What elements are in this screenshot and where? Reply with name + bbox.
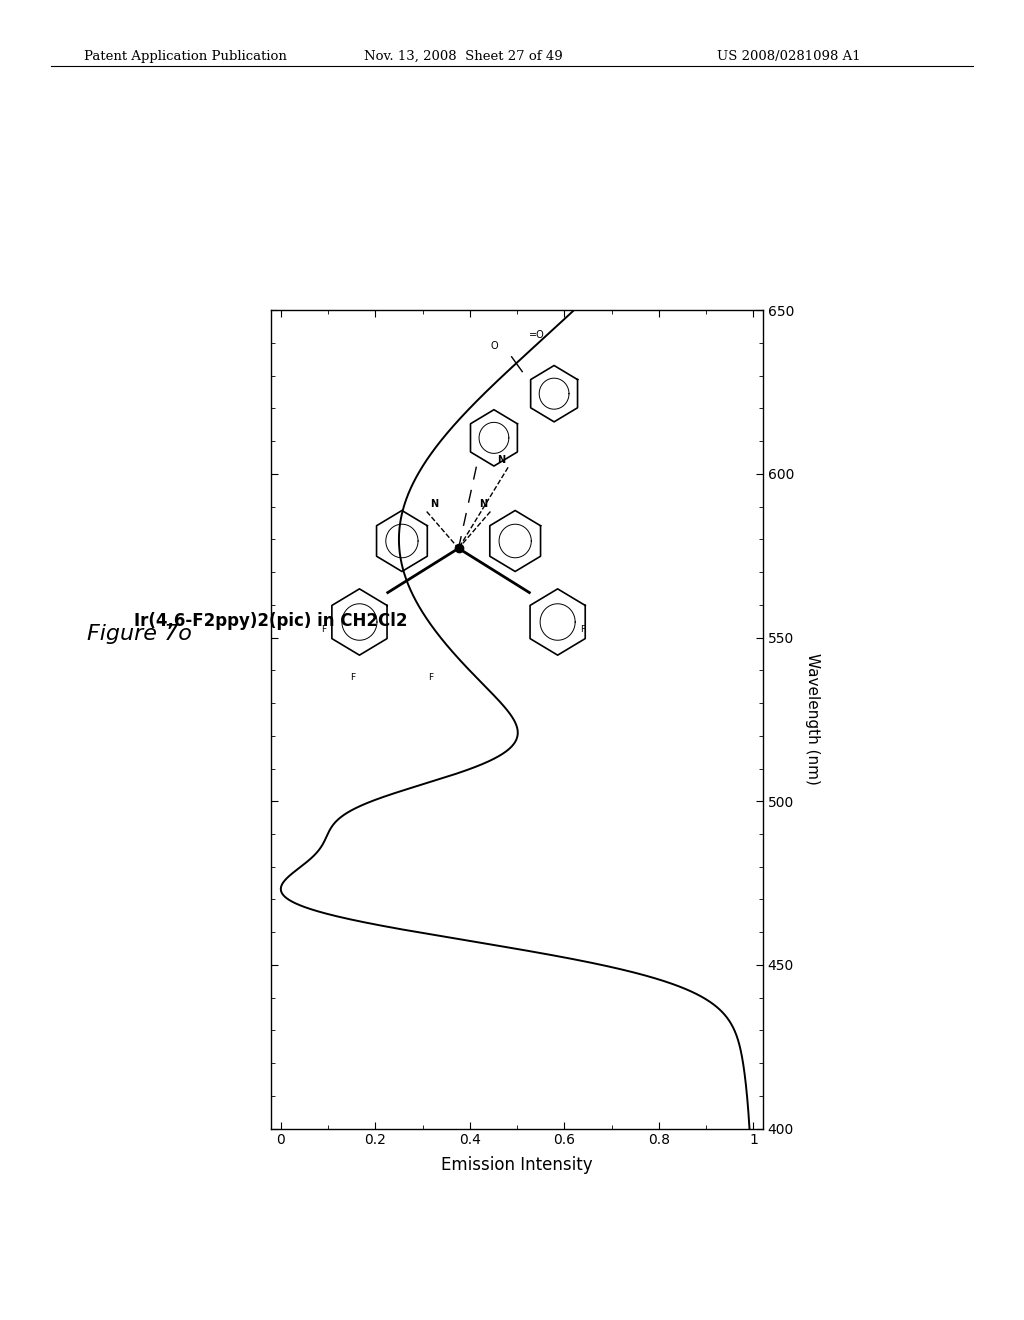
Text: N: N bbox=[430, 499, 438, 510]
Y-axis label: Wavelength (nm): Wavelength (nm) bbox=[805, 653, 820, 785]
Text: F: F bbox=[428, 673, 433, 681]
Text: Figure 7o: Figure 7o bbox=[87, 623, 191, 644]
X-axis label: Emission Intensity: Emission Intensity bbox=[441, 1156, 593, 1173]
Text: =O: =O bbox=[528, 330, 545, 339]
Text: Nov. 13, 2008  Sheet 27 of 49: Nov. 13, 2008 Sheet 27 of 49 bbox=[364, 50, 562, 63]
Text: O: O bbox=[490, 341, 498, 351]
Text: US 2008/0281098 A1: US 2008/0281098 A1 bbox=[717, 50, 860, 63]
Text: N: N bbox=[497, 455, 505, 465]
Text: F: F bbox=[322, 624, 327, 634]
Text: F: F bbox=[580, 624, 585, 634]
Text: Ir(4,6-F2ppy)2(pic) in CH2Cl2: Ir(4,6-F2ppy)2(pic) in CH2Cl2 bbox=[134, 612, 408, 630]
Text: F: F bbox=[350, 673, 355, 681]
Text: Patent Application Publication: Patent Application Publication bbox=[84, 50, 287, 63]
Text: N: N bbox=[479, 499, 487, 510]
